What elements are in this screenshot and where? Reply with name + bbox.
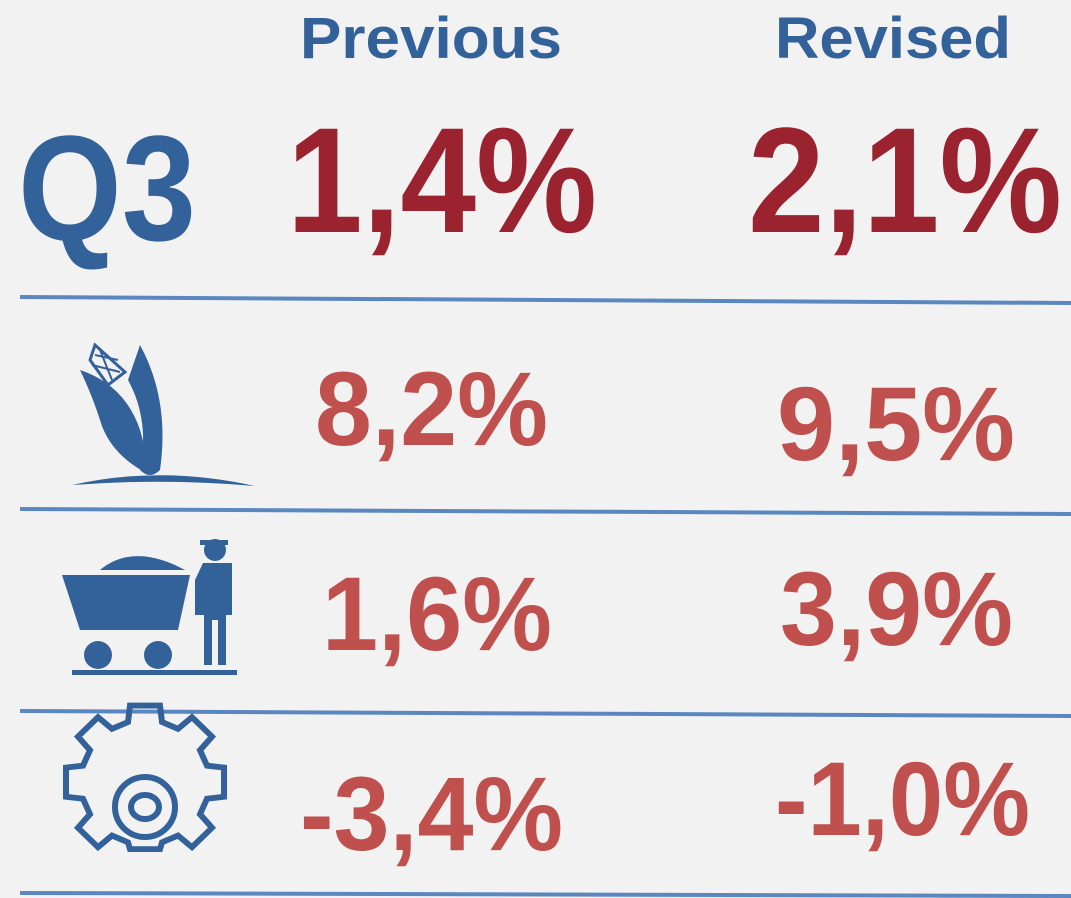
previous-value: 1,4% [287,96,597,264]
column-header: Revised [775,6,1011,71]
industry-icon [63,702,227,853]
agriculture-icon [72,342,255,486]
revised-value: 3,9% [780,551,1013,668]
previous-value: 8,2% [315,351,548,468]
previous-value: -3,4% [300,756,563,873]
previous-value: 1,6% [322,556,552,673]
revised-value: -1,0% [775,741,1030,858]
mining-icon [62,539,237,675]
revised-value: 2,1% [748,96,1062,264]
divider [19,295,1071,305]
divider [19,709,1071,718]
divider [19,891,1071,898]
column-header: Previous [300,6,562,71]
divider [19,507,1071,516]
revised-value: 9,5% [777,366,1015,483]
row-label: Q3 [18,104,196,272]
